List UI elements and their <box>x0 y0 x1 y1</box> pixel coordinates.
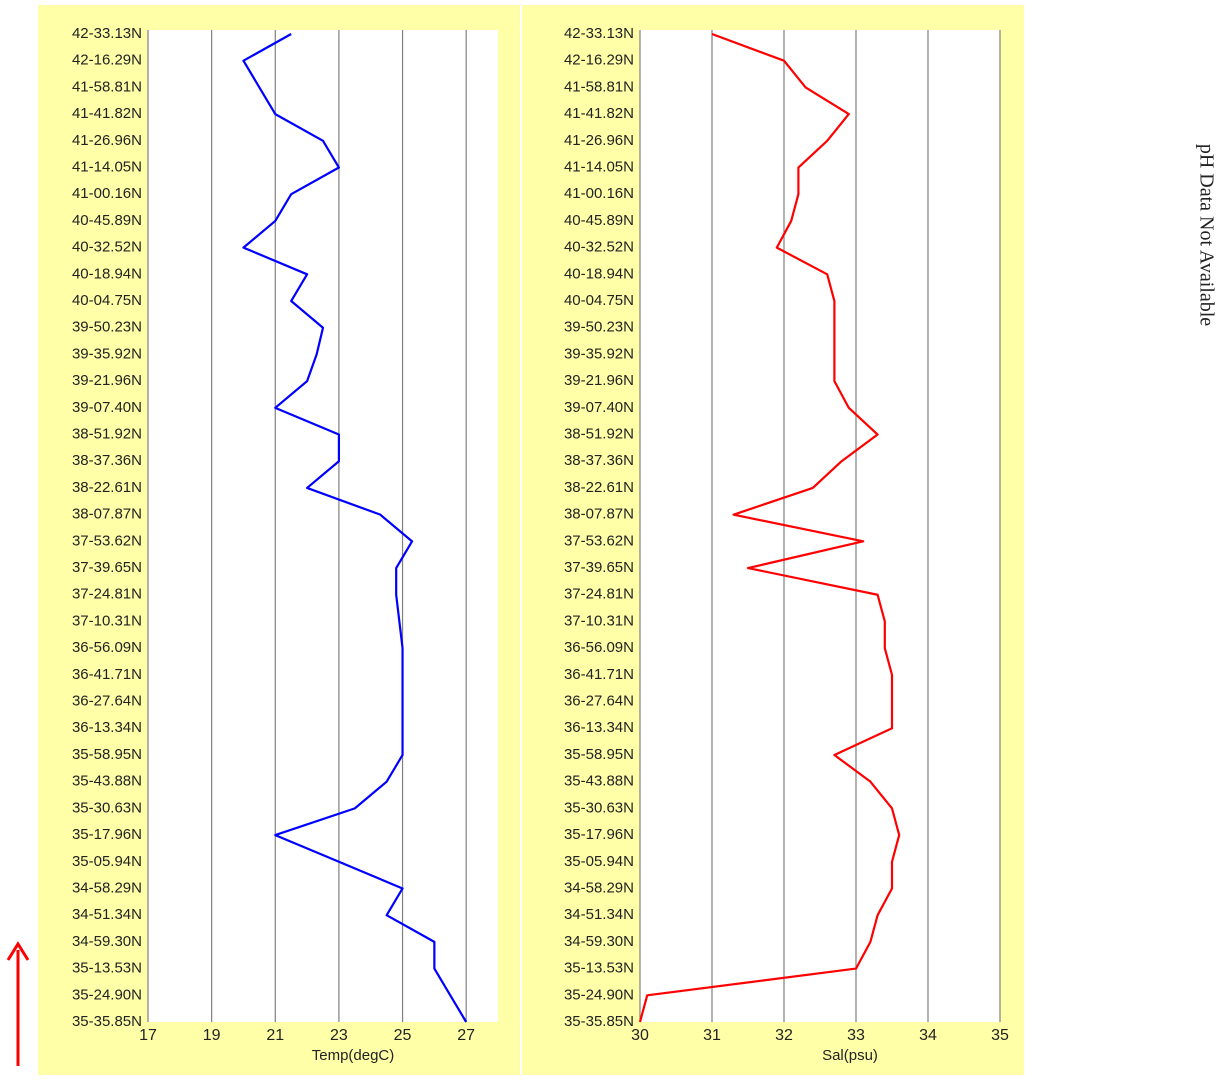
y-tick-label: 42-33.13N <box>564 25 634 42</box>
y-tick-label: 36-41.71N <box>72 666 142 683</box>
y-tick-label: 40-04.75N <box>564 292 634 309</box>
y-tick-label: 40-04.75N <box>72 292 142 309</box>
y-tick-label: 41-14.05N <box>564 158 634 175</box>
x-tick-label: 17 <box>139 1027 157 1044</box>
y-tick-label: 37-24.81N <box>564 586 634 603</box>
y-tick-label: 38-51.92N <box>72 426 142 443</box>
y-tick-label: 39-35.92N <box>564 345 634 362</box>
y-tick-label: 35-58.95N <box>72 746 142 763</box>
data-line <box>242 33 468 1023</box>
y-tick-label: 35-13.53N <box>564 960 634 977</box>
x-tick-label: 30 <box>631 1027 649 1044</box>
y-tick-label: 41-26.96N <box>72 132 142 149</box>
y-tick-label: 37-10.31N <box>564 612 634 629</box>
y-tick-label: 35-05.94N <box>564 853 634 870</box>
y-tick-label: 34-59.30N <box>72 933 142 950</box>
y-tick-label: 38-37.36N <box>72 452 142 469</box>
y-tick-label: 40-45.89N <box>564 212 634 229</box>
y-tick-label: 38-07.87N <box>564 506 634 523</box>
y-tick-label: 40-32.52N <box>72 239 142 256</box>
y-tick-label: 39-50.23N <box>564 319 634 336</box>
annotation: pH Data Not Available <box>1195 144 1217 326</box>
y-tick-label: 38-22.61N <box>72 479 142 496</box>
y-tick-label: 34-51.34N <box>72 906 142 923</box>
y-tick-label: 36-13.34N <box>72 719 142 736</box>
y-tick-label: 36-27.64N <box>564 693 634 710</box>
y-tick-label: 42-16.29N <box>564 52 634 69</box>
y-tick-label: 41-00.16N <box>72 185 142 202</box>
y-tick-label: 35-43.88N <box>564 773 634 790</box>
y-tick-label: 35-24.90N <box>564 986 634 1003</box>
y-tick-label: 35-13.53N <box>72 960 142 977</box>
y-tick-label: 39-21.96N <box>564 372 634 389</box>
y-tick-label: 34-58.29N <box>564 879 634 896</box>
plot-area <box>640 30 1000 1022</box>
y-tick-label: 41-58.81N <box>72 78 142 95</box>
x-tick-label: 19 <box>203 1027 221 1044</box>
x-axis-title: Temp(degC) <box>312 1047 395 1064</box>
y-tick-label: 38-07.87N <box>72 506 142 523</box>
y-tick-label: 41-14.05N <box>72 158 142 175</box>
y-tick-label: 35-58.95N <box>564 746 634 763</box>
y-tick-label: 34-51.34N <box>564 906 634 923</box>
y-tick-label: 39-50.23N <box>72 319 142 336</box>
x-tick-label: 35 <box>991 1027 1009 1044</box>
y-tick-label: 35-17.96N <box>564 826 634 843</box>
y-tick-label: 36-27.64N <box>72 693 142 710</box>
y-tick-label: 37-10.31N <box>72 612 142 629</box>
data-line <box>638 32 901 1023</box>
y-tick-label: 36-13.34N <box>564 719 634 736</box>
y-tick-label: 34-58.29N <box>72 879 142 896</box>
x-tick-label: 34 <box>919 1027 937 1044</box>
y-tick-label: 35-17.96N <box>72 826 142 843</box>
y-tick-label: 39-07.40N <box>564 399 634 416</box>
y-tick-label: 35-30.63N <box>564 799 634 816</box>
y-tick-label: 35-35.85N <box>564 1013 634 1030</box>
y-tick-label: 39-35.92N <box>72 345 142 362</box>
y-tick-label: 35-30.63N <box>72 799 142 816</box>
y-tick-label: 37-24.81N <box>72 586 142 603</box>
y-tick-label: 35-43.88N <box>72 773 142 790</box>
y-tick-label: 37-39.65N <box>564 559 634 576</box>
x-tick-label: 23 <box>330 1027 348 1044</box>
y-tick-label: 41-41.82N <box>564 105 634 122</box>
y-tick-label: 40-18.94N <box>564 265 634 282</box>
y-tick-label: 37-39.65N <box>72 559 142 576</box>
y-tick-label: 41-58.81N <box>564 78 634 95</box>
y-tick-label: 42-33.13N <box>72 25 142 42</box>
y-tick-label: 40-18.94N <box>72 265 142 282</box>
y-tick-label: 36-56.09N <box>72 639 142 656</box>
y-tick-label: 36-56.09N <box>564 639 634 656</box>
y-tick-label: 36-41.71N <box>564 666 634 683</box>
y-tick-label: 38-51.92N <box>564 426 634 443</box>
x-tick-label: 31 <box>703 1027 721 1044</box>
y-tick-label: 35-05.94N <box>72 853 142 870</box>
y-tick-label: 41-26.96N <box>564 132 634 149</box>
y-tick-label: 40-32.52N <box>564 239 634 256</box>
y-tick-label: 40-45.89N <box>72 212 142 229</box>
y-tick-label: 38-22.61N <box>564 479 634 496</box>
y-tick-label: 35-24.90N <box>72 986 142 1003</box>
y-tick-label: 37-53.62N <box>72 532 142 549</box>
x-tick-label: 25 <box>394 1027 412 1044</box>
y-tick-label: 39-21.96N <box>72 372 142 389</box>
x-tick-label: 27 <box>457 1027 475 1044</box>
y-tick-label: 35-35.85N <box>72 1013 142 1030</box>
y-tick-label: 39-07.40N <box>72 399 142 416</box>
plot-area <box>148 30 498 1022</box>
x-tick-label: 21 <box>266 1027 284 1044</box>
y-tick-label: 34-59.30N <box>564 933 634 950</box>
y-tick-label: 41-00.16N <box>564 185 634 202</box>
x-tick-label: 32 <box>775 1027 793 1044</box>
y-tick-label: 37-53.62N <box>564 532 634 549</box>
x-axis-title: Sal(psu) <box>822 1047 878 1064</box>
y-tick-label: 38-37.36N <box>564 452 634 469</box>
y-tick-label: 41-41.82N <box>72 105 142 122</box>
y-tick-label: 42-16.29N <box>72 52 142 69</box>
direction-arrow-head <box>6 941 30 961</box>
x-tick-label: 33 <box>847 1027 865 1044</box>
